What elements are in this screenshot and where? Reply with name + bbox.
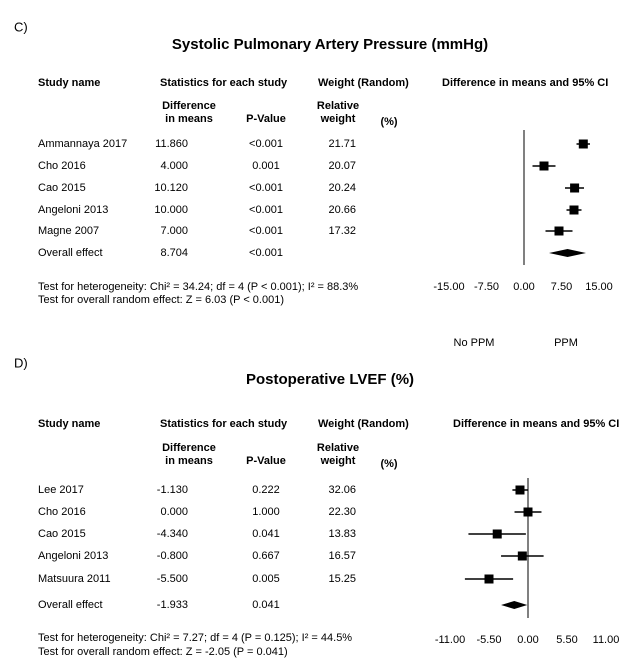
p-value: 0.041 [252, 599, 280, 611]
x-axis-label: PPM [554, 337, 578, 349]
diff-value: -1.933 [157, 599, 188, 611]
x-tick-label: -7.50 [474, 281, 499, 293]
diff-value: 8.704 [160, 247, 188, 259]
panel-title: Systolic Pulmonary Artery Pressure (mmHg… [172, 36, 488, 53]
study-name: Ammannaya 2017 [38, 138, 127, 150]
header: Weight (Random) [318, 418, 409, 430]
effect-square [539, 161, 549, 171]
effect-square [569, 205, 579, 215]
x-tick-label: -5.50 [476, 634, 501, 646]
overall-diamond [549, 249, 586, 257]
weight: 22.30 [328, 506, 356, 518]
p-value: 0.041 [252, 528, 280, 540]
effect-square [515, 485, 525, 495]
panel-label: D) [14, 355, 28, 370]
header: Difference in means and 95% CI [442, 77, 608, 89]
overall-diamond [501, 601, 528, 609]
subheader: (%) [380, 458, 397, 470]
footnote: Test for overall random effect: Z = -2.0… [38, 646, 288, 658]
diff-value: 7.000 [160, 225, 188, 237]
p-value: <0.001 [249, 247, 283, 259]
weight: 32.06 [328, 484, 356, 496]
subheader: (%) [380, 116, 397, 128]
p-value: 0.001 [252, 160, 280, 172]
p-value: <0.001 [249, 204, 283, 216]
panel-label: C) [14, 19, 28, 34]
subheader: P-Value [246, 113, 286, 125]
diff-value: -5.500 [157, 573, 188, 585]
x-tick-label: 0.00 [513, 281, 534, 293]
diff-value: -0.800 [157, 550, 188, 562]
header: Statistics for each study [160, 77, 288, 89]
weight: 15.25 [328, 573, 356, 585]
weight: 21.71 [328, 138, 356, 150]
header: Statistics for each study [160, 418, 288, 430]
weight: 13.83 [328, 528, 356, 540]
diff-value: -1.130 [157, 484, 188, 496]
x-tick-label: -11.00 [435, 634, 465, 646]
weight: 16.57 [328, 550, 356, 562]
effect-square [523, 507, 533, 517]
x-tick-label: 15.00 [585, 281, 613, 293]
p-value: <0.001 [249, 225, 283, 237]
diff-value: 10.000 [154, 204, 188, 216]
subheader: Difference [162, 442, 216, 454]
subheader: Relative [317, 442, 359, 454]
x-tick-label: -15.00 [433, 281, 464, 293]
footnote: Test for heterogeneity: Chi² = 7.27; df … [38, 632, 352, 644]
p-value: <0.001 [249, 182, 283, 194]
subheader: Difference [162, 100, 216, 112]
diff-value: 0.000 [160, 506, 188, 518]
footnote: Test for overall random effect: Z = 6.03… [38, 294, 284, 306]
header: Weight (Random) [318, 77, 409, 89]
study-name: Cho 2016 [38, 160, 86, 172]
header: Study name [38, 418, 100, 430]
diff-value: 4.000 [160, 160, 188, 172]
study-name: Matsuura 2011 [38, 573, 111, 585]
x-tick-label: 11.00 [593, 634, 620, 646]
header: Difference in means and 95% CI [453, 418, 619, 430]
study-name: Overall effect [38, 599, 103, 611]
p-value: 0.667 [252, 550, 280, 562]
effect-square [570, 183, 580, 193]
effect-square [554, 226, 564, 236]
diff-value: 11.860 [155, 138, 188, 150]
x-tick-label: 0.00 [517, 634, 538, 646]
subheader: in means [165, 455, 213, 467]
study-name: Angeloni 2013 [38, 204, 108, 216]
subheader: P-Value [246, 455, 286, 467]
header: Study name [38, 77, 100, 89]
effect-square [517, 551, 527, 561]
subheader: weight [320, 113, 356, 125]
weight: 20.07 [328, 160, 356, 172]
study-name: Cho 2016 [38, 506, 86, 518]
study-name: Lee 2017 [38, 484, 84, 496]
subheader: Relative [317, 100, 359, 112]
p-value: 0.222 [252, 484, 280, 496]
subheader: weight [320, 455, 356, 467]
effect-square [578, 139, 588, 149]
x-axis-label: No PPM [454, 337, 495, 349]
effect-square [484, 574, 494, 584]
weight: 20.66 [328, 204, 356, 216]
p-value: <0.001 [249, 138, 283, 150]
p-value: 1.000 [252, 506, 280, 518]
study-name: Magne 2007 [38, 225, 99, 237]
p-value: 0.005 [252, 573, 280, 585]
footnote: Test for heterogeneity: Chi² = 34.24; df… [38, 281, 358, 293]
study-name: Cao 2015 [38, 528, 86, 540]
diff-value: 10.120 [154, 182, 188, 194]
diff-value: -4.340 [157, 528, 188, 540]
weight: 20.24 [328, 182, 356, 194]
x-tick-label: 7.50 [551, 281, 572, 293]
panel-title: Postoperative LVEF (%) [246, 371, 414, 388]
effect-square [492, 529, 502, 539]
subheader: in means [165, 113, 213, 125]
study-name: Angeloni 2013 [38, 550, 108, 562]
weight: 17.32 [328, 225, 356, 237]
study-name: Cao 2015 [38, 182, 86, 194]
study-name: Overall effect [38, 247, 103, 259]
x-tick-label: 5.50 [556, 634, 577, 646]
